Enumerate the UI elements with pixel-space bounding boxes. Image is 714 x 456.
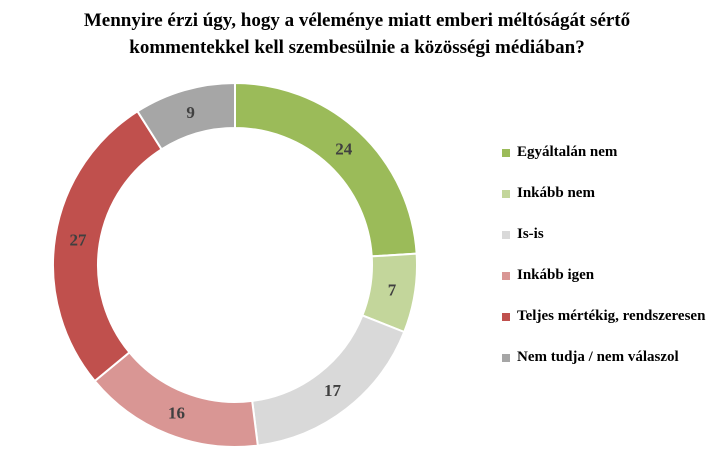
legend-label: Teljes mértékig, rendszeresen xyxy=(517,308,706,324)
chart-legend: Egyáltalán nem Inkább nem Is-is Inkább i… xyxy=(502,144,705,366)
legend-label: Inkább igen xyxy=(517,267,595,283)
legend-swatch xyxy=(502,230,510,239)
donut-segment-value-3: 16 xyxy=(168,403,185,422)
legend-swatch xyxy=(502,312,510,321)
legend-label: Is-is xyxy=(517,226,544,242)
donut-segment-value-5: 9 xyxy=(186,103,195,122)
legend-label: Egyáltalán nem xyxy=(517,144,618,160)
legend-item: Inkább nem xyxy=(502,185,705,202)
donut-segment-0 xyxy=(234,82,418,258)
donut-segment-value-4: 27 xyxy=(70,231,88,250)
donut-segment-value-1: 7 xyxy=(388,280,397,299)
donut-segment-5 xyxy=(136,82,236,151)
legend-label: Inkább nem xyxy=(517,185,595,201)
chart-title-line2: kommentekkel kell szembesülnie a közössé… xyxy=(129,37,585,58)
chart-title-line1: Mennyire érzi úgy, hogy a véleménye miat… xyxy=(83,10,631,31)
legend-swatch xyxy=(502,189,510,198)
chart-title: Mennyire érzi úgy, hogy a véleménye miat… xyxy=(0,7,714,61)
donut-segment-3 xyxy=(93,351,259,448)
legend-swatch xyxy=(502,271,510,280)
legend-swatch xyxy=(502,148,510,157)
legend-item: Is-is xyxy=(502,226,705,243)
legend-swatch xyxy=(502,353,510,362)
donut-segment-value-2: 17 xyxy=(324,381,342,400)
legend-item: Egyáltalán nem xyxy=(502,144,705,161)
legend-label: Nem tudja / nem válaszol xyxy=(517,349,679,365)
legend-item: Nem tudja / nem válaszol xyxy=(502,349,705,366)
legend-item: Inkább igen xyxy=(502,267,705,284)
donut-segment-value-0: 24 xyxy=(335,140,353,159)
legend-item: Teljes mértékig, rendszeresen xyxy=(502,308,705,325)
